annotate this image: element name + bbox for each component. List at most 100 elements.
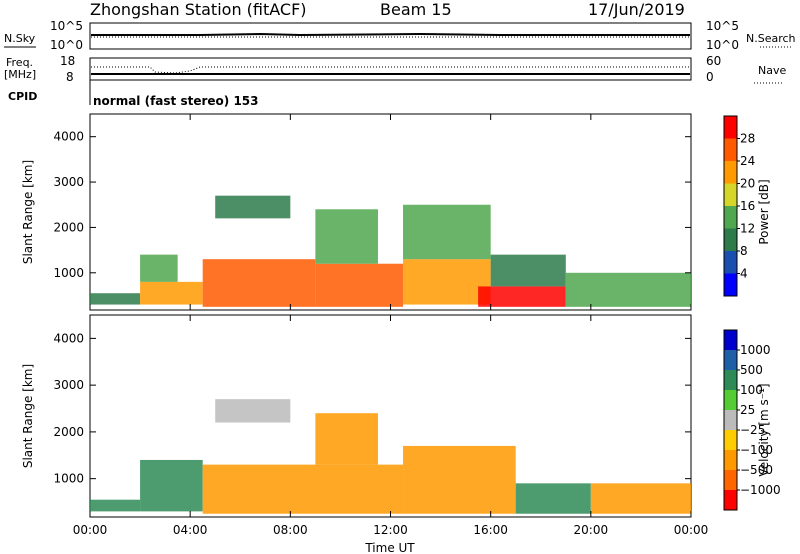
velocity-data-cell-3 [215, 399, 291, 423]
velocity-colorbar-swatch-3 [724, 390, 737, 410]
velocity-colorbar-swatch-6 [724, 450, 737, 470]
power-data-cell-10 [490, 254, 566, 287]
power-y-tick-label-3: 4000 [53, 130, 84, 144]
power-colorbar: 4 8 12 16 20 24 28 Power [dB] [723, 115, 771, 297]
velocity-y-tick-label-3: 4000 [53, 331, 84, 345]
power-colorbar-tick-0: 4 [740, 267, 748, 281]
nave-tick-bottom: 0 [706, 70, 714, 84]
power-data-cell-5 [315, 263, 404, 307]
velocity-colorbar-tick-5: −100 [740, 443, 773, 457]
power-x-ticks [89, 114, 692, 310]
noise-tick-bottom-right: 10^0 [706, 38, 739, 52]
velocity-colorbar-swatch-0 [724, 330, 737, 350]
x-tick-label-2: 08:00 [273, 523, 308, 537]
velocity-panel: 1000 2000 3000 4000 00:00 04:00 08:00 12:00 16:… [21, 314, 709, 537]
power-colorbar-swatch-4 [724, 206, 737, 229]
power-data-cells [90, 195, 691, 307]
freq-tick-bottom: 8 [66, 70, 74, 84]
freq-label: Freq. [6, 56, 33, 69]
velocity-data-cells [90, 399, 691, 514]
power-data-cell-2 [140, 254, 178, 282]
velocity-data-cell-7 [590, 483, 691, 514]
power-colorbar-swatch-2 [724, 161, 737, 184]
nsky-label: N.Sky [4, 32, 36, 45]
noise-tick-top-right: 10^5 [706, 19, 739, 33]
x-tick-label-5: 20:00 [574, 523, 609, 537]
velocity-y-tick-label-2: 3000 [53, 378, 84, 392]
power-data-cell-11 [565, 272, 691, 307]
power-ylabel: Slant Range [km] [21, 160, 35, 264]
power-colorbar-tick-2: 12 [740, 222, 755, 236]
power-colorbar-tick-5: 24 [740, 154, 755, 168]
power-panel: 1000 2000 3000 4000 Slant Range [km] [21, 113, 692, 311]
velocity-colorbar-swatch-2 [724, 370, 737, 390]
noise-panel: N.Sky 10^5 10^0 10^5 10^0 N.Search [4, 19, 796, 52]
noise-tick-top-left: 10^5 [50, 19, 83, 33]
power-data-cell-6 [315, 209, 378, 264]
velocity-data-cell-2 [202, 464, 404, 514]
velocity-colorbar-swatch-4 [724, 410, 737, 430]
power-colorbar-tick-4: 20 [740, 177, 755, 191]
power-data-cell-7 [403, 259, 491, 305]
velocity-data-cell-6 [515, 483, 591, 514]
velocity-y-tick-label-0: 1000 [53, 472, 84, 486]
freq-panel: Freq. [MHz] 18 8 60 0 Nave CPID normal (… [4, 54, 786, 108]
date-label: 17/Jun/2019 [588, 0, 685, 19]
x-tick-label-3: 12:00 [373, 523, 408, 537]
power-y-tick-label-2: 3000 [53, 175, 84, 189]
velocity-colorbar-swatch-1 [724, 350, 737, 370]
power-colorbar-swatch-5 [724, 228, 737, 251]
velocity-colorbar-tick-3: 25 [740, 403, 755, 417]
velocity-data-cell-4 [315, 413, 378, 465]
freq-unit: [MHz] [4, 68, 36, 81]
nave-trace [91, 66, 690, 74]
velocity-colorbar-tick-2: 100 [740, 383, 763, 397]
beam-label: Beam 15 [380, 0, 452, 19]
power-data-cell-0 [90, 293, 141, 305]
x-tick-label-6: 00:00 [674, 523, 709, 537]
velocity-data-cell-0 [90, 499, 141, 512]
velocity-colorbar-frame [723, 329, 738, 511]
time-axis-label: Time UT [364, 541, 415, 554]
x-tick-label-1: 04:00 [173, 523, 208, 537]
power-data-cell-4 [215, 195, 291, 219]
noise-tick-bottom-left: 10^0 [50, 38, 83, 52]
velocity-y-tick-label-1: 2000 [53, 425, 84, 439]
velocity-colorbar-swatch-5 [724, 430, 737, 450]
nsearch-label: N.Search [746, 32, 796, 45]
power-y-ticks: 1000 2000 3000 4000 [53, 130, 691, 280]
power-colorbar-swatch-3 [724, 183, 737, 206]
power-colorbar-swatch-1 [724, 138, 737, 161]
velocity-x-ticks: 00:00 04:00 08:00 12:00 16:00 20:00 00:00 [73, 315, 709, 537]
power-colorbar-label: Power [dB] [757, 179, 771, 244]
x-tick-label-0: 00:00 [73, 523, 108, 537]
velocity-colorbar-tick-6: −500 [740, 463, 773, 477]
velocity-ylabel: Slant Range [km] [21, 364, 35, 468]
cpid-text: normal (fast stereo) 153 [93, 94, 259, 108]
power-data-cell-1 [140, 281, 203, 305]
velocity-colorbar-swatch-8 [724, 490, 737, 510]
velocity-colorbar-tick-7: −1000 [740, 483, 781, 497]
x-tick-label-4: 16:00 [473, 523, 508, 537]
power-y-tick-label-0: 1000 [53, 266, 84, 280]
power-colorbar-tick-3: 16 [740, 199, 755, 213]
power-colorbar-tick-1: 8 [740, 244, 748, 258]
cpid-label: CPID [8, 90, 37, 103]
power-data-cell-9 [478, 286, 566, 307]
nsky-trace [91, 32, 690, 37]
velocity-data-cell-1 [140, 459, 203, 512]
velocity-data-cell-5 [403, 445, 516, 514]
velocity-y-ticks: 1000 2000 3000 4000 [53, 331, 691, 486]
velocity-colorbar-tick-4: −25 [740, 423, 765, 437]
power-colorbar-swatch-6 [724, 251, 737, 274]
freq-tick-top: 18 [60, 54, 75, 68]
velocity-colorbar: 1000 500 100 25 −25 −100 −500 −1000 Velocity [m… [723, 329, 781, 511]
power-colorbar-swatch-0 [724, 116, 737, 139]
power-y-tick-label-1: 2000 [53, 220, 84, 234]
nave-tick-top: 60 [706, 54, 721, 68]
station-title: Zhongshan Station (fitACF) [90, 0, 307, 19]
velocity-colorbar-tick-0: 1000 [740, 343, 771, 357]
velocity-colorbar-tick-1: 500 [740, 363, 763, 377]
power-data-cell-8 [403, 204, 491, 260]
